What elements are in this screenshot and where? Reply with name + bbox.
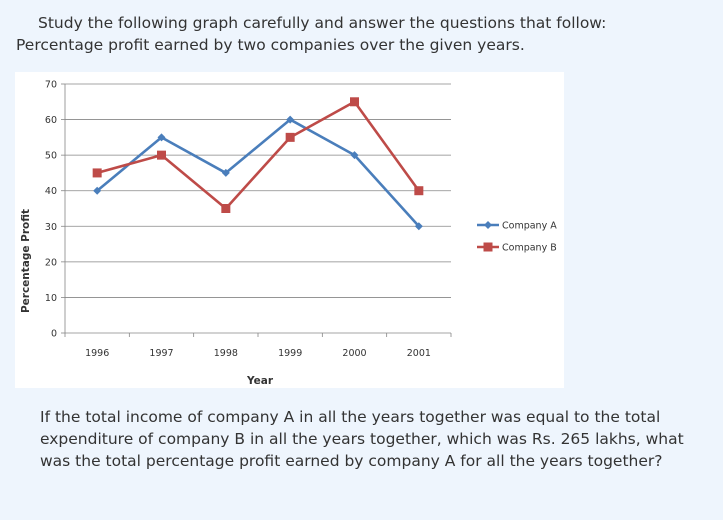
y-tick-label: 40 bbox=[45, 186, 57, 197]
gridlines bbox=[61, 83, 452, 337]
x-tick-labels: 1996 1997 1998 1999 2000 2001 bbox=[85, 348, 431, 359]
x-tick-label: 1998 bbox=[214, 348, 238, 359]
x-tick-label: 2001 bbox=[407, 348, 431, 359]
series-line-company-a bbox=[96, 118, 420, 228]
data-point-company-a bbox=[157, 133, 166, 142]
legend-label: Company B bbox=[502, 243, 557, 254]
chart-area: 0 10 20 30 40 50 60 70 1996 1997 1998 1999 2000 2001… bbox=[15, 72, 564, 388]
legend-label: Company A bbox=[502, 221, 557, 232]
series-lines bbox=[92, 97, 424, 231]
question-body: If the total income of company A in all … bbox=[40, 408, 684, 470]
legend-marker-company-b bbox=[483, 242, 493, 252]
y-axis-label: Percentage Profit bbox=[20, 209, 32, 313]
data-point-company-b bbox=[285, 132, 295, 142]
y-tick-label: 0 bbox=[51, 329, 57, 340]
legend-marker-company-a bbox=[484, 221, 492, 229]
x-axis-label: Year bbox=[246, 375, 274, 387]
x-tick-label: 1999 bbox=[278, 348, 302, 359]
data-point-company-a bbox=[414, 222, 423, 231]
data-point-company-a bbox=[286, 115, 295, 124]
y-tick-label: 70 bbox=[45, 80, 57, 91]
intro-line-1: Study the following graph carefully and … bbox=[38, 14, 607, 32]
data-point-company-b bbox=[414, 186, 424, 196]
intro-text: Study the following graph carefully and … bbox=[16, 12, 716, 56]
data-point-company-a bbox=[221, 168, 230, 177]
data-point-company-b bbox=[157, 150, 166, 160]
y-tick-label: 50 bbox=[45, 151, 57, 162]
y-tick-label: 30 bbox=[45, 222, 57, 233]
legend: Company A Company B bbox=[477, 221, 557, 254]
series-line-company-b bbox=[96, 100, 420, 210]
y-tick-label: 60 bbox=[45, 115, 57, 126]
y-tick-label: 10 bbox=[45, 293, 57, 304]
line-chart: 0 10 20 30 40 50 60 70 1996 1997 1998 1999 2000 2001… bbox=[20, 80, 557, 388]
data-point-company-b bbox=[350, 97, 359, 107]
x-tick-label: 1997 bbox=[149, 348, 173, 359]
x-tick-label: 1996 bbox=[85, 348, 109, 359]
question-text: If the total income of company A in all … bbox=[16, 406, 716, 472]
intro-line-2: Percentage profit earned by two companie… bbox=[16, 36, 525, 54]
x-tick-label: 2000 bbox=[342, 348, 366, 359]
data-point-company-a bbox=[350, 151, 359, 160]
data-point-company-b bbox=[92, 168, 102, 178]
y-tick-label: 20 bbox=[45, 257, 57, 268]
y-tick-labels: 0 10 20 30 40 50 60 70 bbox=[45, 80, 57, 340]
data-point-company-b bbox=[221, 204, 231, 213]
data-point-company-a bbox=[93, 186, 102, 195]
